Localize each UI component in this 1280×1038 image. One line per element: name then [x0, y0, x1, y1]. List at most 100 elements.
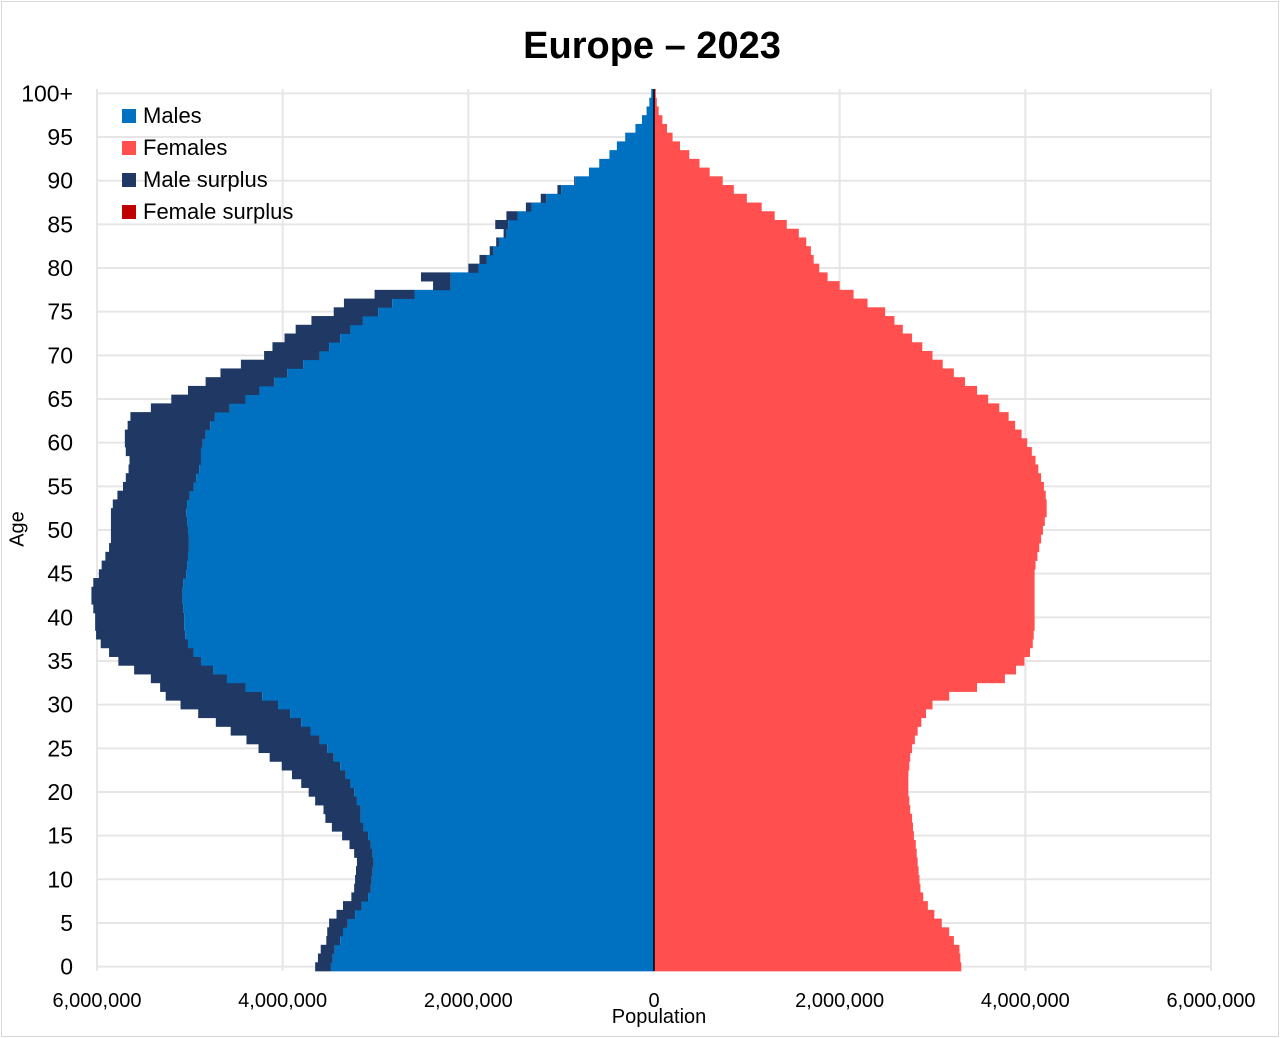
bar-males — [187, 525, 654, 535]
bar-males — [184, 621, 654, 631]
y-tick-label: 65 — [47, 386, 73, 412]
bar-females — [654, 578, 1035, 588]
bar-females — [654, 909, 935, 919]
bar-males — [561, 185, 654, 195]
bar-males — [330, 962, 654, 972]
bar-females — [654, 516, 1045, 526]
bar-females — [654, 377, 965, 387]
bar-females — [654, 89, 656, 99]
bar-male-surplus — [258, 743, 328, 754]
bar-females — [654, 115, 663, 125]
bar-male-surplus — [180, 700, 279, 710]
bar-male-surplus — [489, 246, 494, 256]
bar-females — [654, 944, 960, 954]
bar-females — [654, 324, 903, 334]
bar-males — [193, 481, 654, 492]
bar-females — [654, 936, 954, 946]
bar-females — [654, 385, 978, 395]
bar-males — [303, 359, 654, 369]
bar-males — [189, 490, 655, 500]
bar-females — [654, 473, 1042, 483]
y-tick-label: 45 — [47, 561, 73, 587]
bar-male-surplus — [125, 447, 201, 457]
bar-females — [654, 717, 922, 727]
bar-females — [654, 394, 989, 404]
bar-males — [319, 350, 654, 361]
x-tick-label: 2,000,000 — [795, 990, 884, 1012]
bar-females — [654, 333, 913, 343]
bar-males — [186, 508, 654, 518]
bar-males — [531, 202, 654, 212]
bar-males — [245, 682, 655, 692]
bar-females — [654, 342, 923, 352]
bar-females — [654, 735, 915, 745]
bar-male-surplus — [315, 796, 357, 806]
bar-females — [654, 962, 962, 972]
bar-male-surplus — [311, 316, 363, 326]
x-axis-title: Population — [611, 1006, 707, 1028]
bar-females — [654, 700, 933, 710]
bar-male-surplus — [91, 586, 183, 596]
bar-male-surplus — [317, 953, 333, 963]
bar-males — [575, 176, 654, 186]
bar-males — [278, 700, 654, 710]
bar-male-surplus — [124, 429, 206, 439]
bar-male-surplus — [150, 674, 227, 684]
bar-females — [654, 403, 1000, 413]
bar-males — [332, 953, 654, 963]
bar-females — [654, 132, 673, 142]
bar-male-surplus — [134, 665, 214, 675]
bar-male-surplus — [323, 805, 361, 815]
bar-male-surplus — [315, 962, 331, 972]
bar-male-surplus — [356, 866, 373, 876]
bar-male-surplus — [574, 176, 576, 186]
bar-females — [654, 508, 1047, 518]
bar-male-surplus — [342, 831, 369, 841]
bar-females — [654, 211, 775, 221]
bar-male-surplus — [220, 368, 288, 378]
y-tick-label: 50 — [47, 517, 73, 543]
bar-males — [196, 473, 654, 483]
bar-male-surplus — [308, 787, 355, 797]
bar-males — [478, 263, 654, 273]
bar-females — [654, 490, 1046, 500]
bar-males — [609, 150, 654, 160]
bar-males — [363, 822, 654, 832]
bar-males — [182, 586, 654, 596]
bar-male-surplus — [230, 726, 311, 736]
y-tick-label: 55 — [47, 473, 73, 499]
bar-male-surplus — [127, 420, 211, 430]
bar-males — [310, 726, 654, 736]
bar-male-surplus — [91, 595, 183, 605]
bar-males — [361, 901, 654, 911]
y-tick-label: 20 — [47, 779, 73, 805]
bar-male-surplus — [198, 709, 291, 719]
bar-males — [362, 316, 654, 326]
bar-females — [654, 150, 690, 160]
bar-females — [654, 953, 961, 963]
y-axis-title: Age — [6, 511, 29, 547]
bar-male-surplus — [355, 874, 372, 885]
bar-male-surplus — [122, 481, 194, 492]
bar-male-surplus — [503, 228, 507, 238]
bar-males — [345, 770, 654, 780]
bar-females — [654, 918, 942, 928]
bar-males — [185, 630, 655, 640]
bar-males — [210, 420, 655, 430]
bar-males — [372, 848, 654, 858]
legend-item-females: Females — [120, 132, 293, 164]
bar-males — [368, 892, 654, 902]
bar-male-surplus — [479, 254, 487, 265]
bar-male-surplus — [105, 551, 188, 561]
bar-females — [654, 499, 1047, 509]
x-tick-label: 6,000,000 — [53, 990, 142, 1012]
bar-males — [187, 516, 654, 526]
bar-males — [589, 167, 654, 177]
bar-females — [654, 106, 659, 116]
chart-title: Europe – 2023 — [523, 25, 781, 67]
bar-females — [654, 656, 1025, 666]
bar-male-surplus — [525, 202, 532, 212]
bar-male-surplus — [95, 612, 185, 623]
bar-male-surplus — [433, 281, 451, 291]
bar-male-surplus — [240, 359, 304, 369]
